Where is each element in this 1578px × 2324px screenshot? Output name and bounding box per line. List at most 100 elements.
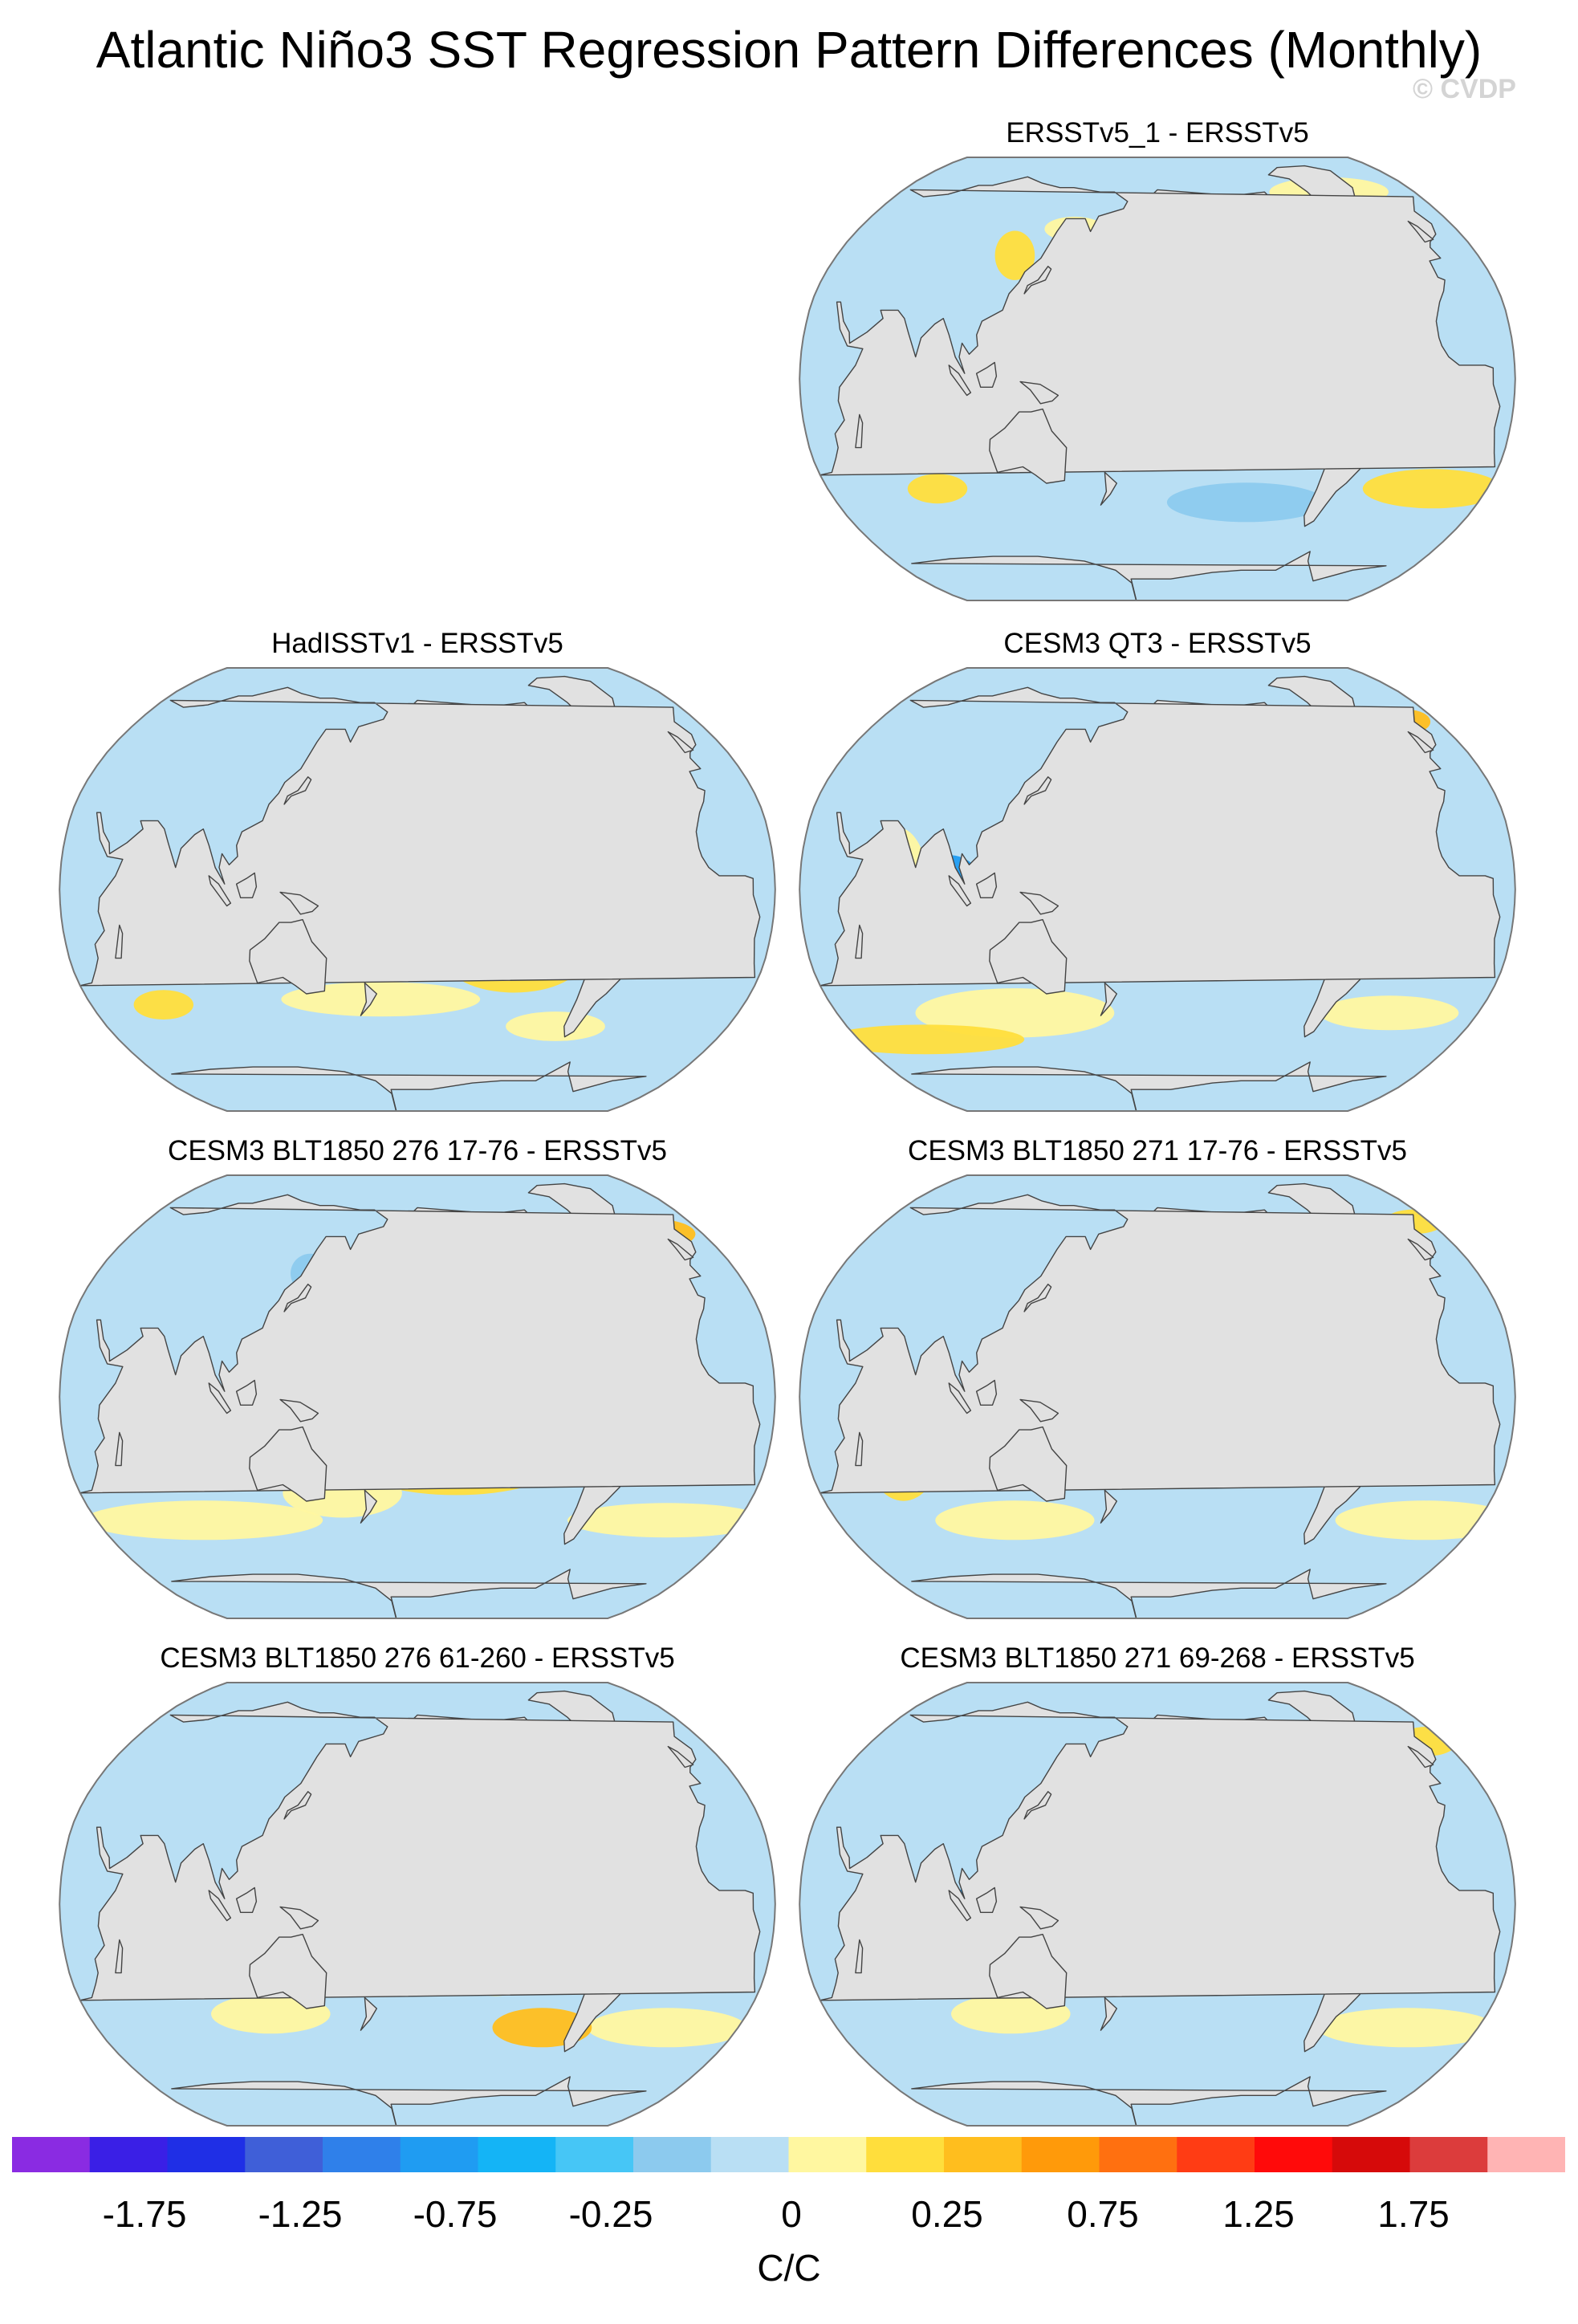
world-map-panel-1 xyxy=(796,154,1519,604)
anomaly-region xyxy=(1166,482,1327,523)
colorbar-swatch xyxy=(1099,2137,1177,2172)
colorbar-swatch xyxy=(710,2137,790,2172)
landmass-madagascar xyxy=(855,413,864,449)
landmass-new-guinea xyxy=(1019,891,1059,915)
landmass-africa-eurasia xyxy=(79,1701,761,2001)
landmass-africa-eurasia xyxy=(79,1194,761,1494)
landmass-uk xyxy=(1407,1745,1434,1768)
landmass-uk xyxy=(1407,1238,1434,1261)
colorbar-swatch xyxy=(866,2137,945,2172)
landmass-sumatra xyxy=(948,1382,972,1414)
anomaly-region xyxy=(994,230,1035,280)
anomaly-region xyxy=(1317,2008,1497,2048)
landmass-japan xyxy=(1023,1791,1052,1820)
anomaly-region xyxy=(1320,995,1459,1031)
landmass-new-zealand xyxy=(1100,1996,1117,2031)
landmass-africa-eurasia xyxy=(819,1701,1501,2001)
landmass-new-zealand xyxy=(1100,471,1117,506)
landmass-borneo xyxy=(975,1886,998,1913)
anomaly-region xyxy=(506,1011,605,1041)
panel-title-4: CESM3 BLT1850 276 17-76 - ERSSTv5 xyxy=(168,1135,667,1166)
landmass-new-zealand xyxy=(360,1996,377,2031)
colorbar-swatch xyxy=(555,2137,634,2172)
colorbar-tick-label: 1.25 xyxy=(1222,2193,1295,2235)
map-frame xyxy=(799,1174,1516,1619)
landmass-uk xyxy=(667,1238,694,1261)
landmass-new-guinea xyxy=(279,1906,319,1930)
colorbar-swatch xyxy=(1409,2137,1488,2172)
anomaly-region xyxy=(935,1500,1095,1541)
colorbar-swatch xyxy=(1487,2137,1565,2172)
colorbar xyxy=(12,2137,1565,2172)
world-map-panel-3 xyxy=(796,665,1519,1114)
colorbar-units: C/C xyxy=(757,2247,821,2289)
landmass-antarctica xyxy=(171,1061,647,1111)
panel-title-3: CESM3 QT3 - ERSSTv5 xyxy=(1003,628,1312,659)
watermark-logo: © CVDP xyxy=(1413,74,1516,104)
landmass-australia xyxy=(249,1933,327,2009)
colorbar-tick-label: -1.75 xyxy=(102,2193,187,2235)
world-map-panel-2 xyxy=(56,665,779,1114)
landmass-new-guinea xyxy=(1019,1906,1059,1930)
panel-title-7: CESM3 BLT1850 271 69-268 - ERSSTv5 xyxy=(900,1642,1415,1674)
map-frame xyxy=(59,667,776,1112)
map-frame xyxy=(799,667,1516,1112)
landmass-madagascar xyxy=(855,1939,864,1974)
landmass-antarctica xyxy=(171,2076,647,2126)
landmass-japan xyxy=(1023,776,1052,805)
landmass-new-guinea xyxy=(279,1398,319,1422)
anomaly-region xyxy=(1362,469,1503,509)
landmass-madagascar xyxy=(115,1431,124,1467)
landmass-new-zealand xyxy=(360,982,377,1016)
landmass-africa-eurasia xyxy=(79,686,761,987)
world-map-panel-4 xyxy=(56,1172,779,1622)
anomaly-region xyxy=(915,988,1115,1038)
anomaly-region xyxy=(907,474,968,504)
colorbar-tick-label: -1.25 xyxy=(258,2193,343,2235)
anomaly-region xyxy=(1335,1500,1515,1541)
anomaly-region xyxy=(587,2008,747,2048)
landmass-madagascar xyxy=(855,1431,864,1467)
colorbar-swatch xyxy=(400,2137,479,2172)
landmass-madagascar xyxy=(855,924,864,959)
landmass-new-guinea xyxy=(1019,381,1059,405)
landmass-borneo xyxy=(235,1379,258,1406)
colorbar-tick-label: -0.75 xyxy=(413,2193,498,2235)
anomaly-region xyxy=(567,1503,767,1538)
world-map-panel-5 xyxy=(796,1172,1519,1622)
landmass-sumatra xyxy=(948,1890,972,1922)
landmass-japan xyxy=(1023,266,1052,295)
landmass-new-zealand xyxy=(1100,982,1117,1016)
colorbar-swatch xyxy=(944,2137,1023,2172)
landmass-japan xyxy=(283,1284,312,1313)
landmass-australia xyxy=(989,918,1068,995)
map-frame xyxy=(799,157,1516,601)
colorbar-swatch xyxy=(1021,2137,1100,2172)
colorbar-tick-label: 0.75 xyxy=(1067,2193,1139,2235)
map-frame xyxy=(799,1682,1516,2127)
landmass-borneo xyxy=(975,1379,998,1406)
landmass-antarctica xyxy=(911,2076,1387,2126)
landmass-australia xyxy=(989,408,1068,484)
colorbar-swatch xyxy=(788,2137,867,2172)
landmass-antarctica xyxy=(911,1061,1387,1111)
colorbar-tick-label: 1.75 xyxy=(1377,2193,1450,2235)
landmass-sumatra xyxy=(948,364,972,397)
landmass-uk xyxy=(667,731,694,754)
landmass-australia xyxy=(249,918,327,995)
map-frame xyxy=(59,1682,776,2127)
landmass-borneo xyxy=(235,872,258,898)
colorbar-tick-label: 0 xyxy=(781,2193,802,2235)
colorbar-swatch xyxy=(12,2137,91,2172)
world-map-panel-6 xyxy=(56,1679,779,2129)
landmass-japan xyxy=(283,1791,312,1820)
landmass-borneo xyxy=(235,1886,258,1913)
colorbar-tick-label: 0.25 xyxy=(911,2193,983,2235)
colorbar-swatch xyxy=(633,2137,712,2172)
landmass-sumatra xyxy=(208,1382,232,1414)
colorbar-tick-label: -0.25 xyxy=(568,2193,653,2235)
colorbar-swatch xyxy=(1177,2137,1255,2172)
landmass-uk xyxy=(667,1745,694,1768)
landmass-madagascar xyxy=(115,1939,124,1974)
landmass-uk xyxy=(1407,220,1434,243)
